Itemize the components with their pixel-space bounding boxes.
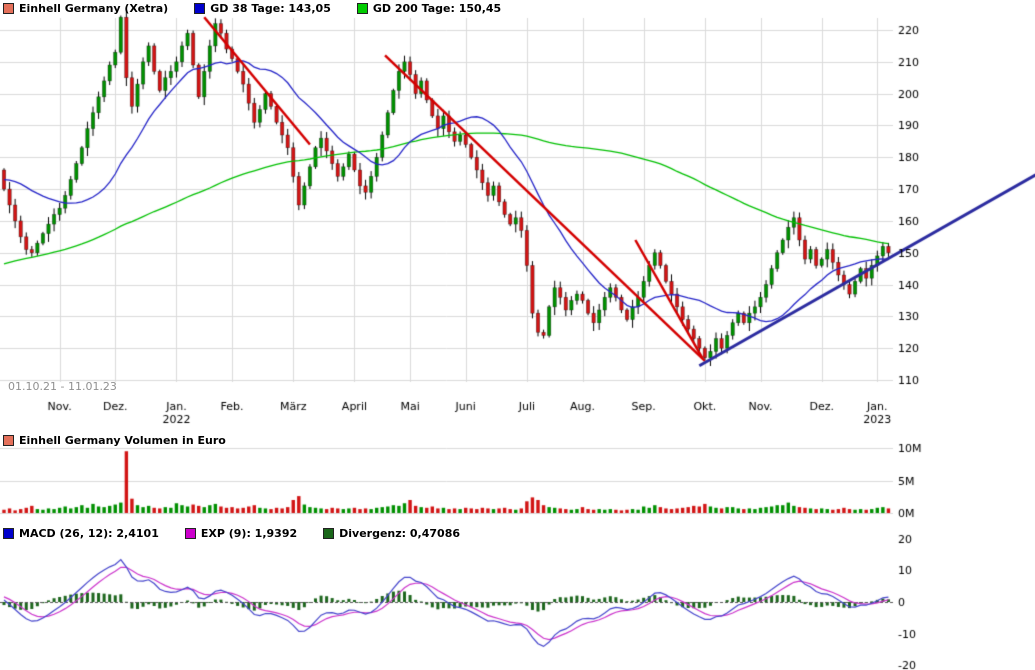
gd200-color-swatch [356, 3, 368, 14]
date-range-label: 01.10.21 - 11.01.23 [8, 380, 117, 393]
legend-item-gd38: GD 38 Tage: 143,05 [194, 2, 331, 15]
volume-chart-legend: Einhell Germany Volumen in Euro [3, 434, 252, 447]
price-chart-legend: Einhell Germany (Xetra) GD 38 Tage: 143,… [3, 2, 527, 15]
gd38-color-swatch [194, 3, 206, 14]
legend-item-exp: EXP (9): 1,9392 [184, 527, 298, 540]
legend-item-volume: Einhell Germany Volumen in Euro [3, 434, 226, 447]
volume-chart-canvas [0, 432, 1035, 522]
instrument-color-swatch [3, 3, 14, 14]
legend-item-divergence: Divergenz: 0,47086 [323, 527, 460, 540]
volume-color-swatch [3, 435, 14, 446]
macd-label: MACD (26, 12): 2,4101 [19, 527, 159, 540]
macd-chart-legend: MACD (26, 12): 2,4101 EXP (9): 1,9392 Di… [3, 527, 486, 540]
price-chart-canvas [0, 0, 1035, 432]
macd-color-swatch [3, 528, 14, 539]
divergence-label: Divergenz: 0,47086 [339, 527, 460, 540]
macd-chart-canvas [0, 522, 1035, 670]
exp-color-swatch [184, 528, 196, 539]
divergence-color-swatch [323, 528, 335, 539]
gd200-label: GD 200 Tage: 150,45 [372, 2, 502, 15]
legend-item-gd200: GD 200 Tage: 150,45 [356, 2, 502, 15]
legend-item-macd: MACD (26, 12): 2,4101 [3, 527, 159, 540]
legend-item-instrument: Einhell Germany (Xetra) [3, 2, 168, 15]
volume-label: Einhell Germany Volumen in Euro [19, 434, 226, 447]
gd38-label: GD 38 Tage: 143,05 [210, 2, 331, 15]
exp-label: EXP (9): 1,9392 [200, 527, 298, 540]
instrument-title: Einhell Germany (Xetra) [19, 2, 169, 15]
